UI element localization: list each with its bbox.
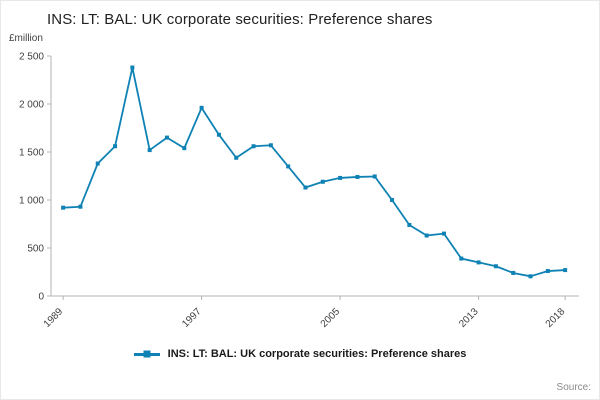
point-marker: [528, 274, 533, 279]
y-tick-label: 0: [38, 292, 44, 303]
y-tick-label: 1 500: [19, 148, 44, 159]
legend-marker-line: [133, 350, 160, 358]
y-tick-label: 1 000: [19, 196, 44, 207]
point-marker: [182, 146, 187, 151]
x-tick-label: 2018: [544, 306, 568, 330]
x-tick-label: 2013: [457, 306, 481, 330]
legend-marker-point: [143, 350, 151, 358]
point-marker: [234, 155, 239, 160]
point-marker: [320, 179, 325, 184]
point-marker: [563, 268, 568, 273]
legend-label: INS: LT: BAL: UK corporate securities: P…: [167, 348, 467, 360]
point-marker: [78, 204, 83, 209]
point-marker: [545, 269, 550, 274]
point-marker: [268, 143, 273, 148]
x-tick-label: 1989: [42, 306, 66, 330]
point-marker: [511, 270, 516, 275]
point-marker: [164, 135, 169, 140]
point-marker: [476, 260, 481, 265]
x-tick-label: 1997: [180, 306, 204, 330]
point-marker: [407, 222, 412, 227]
point-marker: [459, 256, 464, 261]
point-marker: [216, 132, 221, 137]
y-tick-label: 2 500: [19, 52, 44, 63]
point-marker: [113, 144, 118, 149]
point-marker: [338, 175, 343, 180]
y-tick-label: 2 000: [19, 100, 44, 111]
legend: INS: LT: BAL: UK corporate securities: P…: [1, 344, 599, 364]
point-marker: [147, 148, 152, 153]
point-marker: [390, 198, 395, 202]
point-marker: [95, 161, 100, 166]
point-marker: [130, 65, 135, 70]
line-chart: 0 500 1 000 1 500 2 000 2 500 1989 1997 2005 2013…: [19, 52, 579, 330]
y-axis-unit-label: £million: [9, 33, 43, 44]
point-marker: [61, 205, 66, 210]
point-marker: [303, 185, 308, 190]
page-title: INS: LT: BAL: UK corporate securities: P…: [47, 11, 433, 28]
point-marker: [441, 231, 446, 236]
point-marker: [355, 174, 360, 179]
point-marker: [199, 105, 204, 110]
point-marker: [251, 144, 256, 149]
series-line: [63, 66, 566, 278]
x-tick-label: 2005: [319, 306, 343, 330]
point-marker: [372, 174, 377, 179]
point-marker: [493, 264, 498, 269]
source-label: Source:: [556, 382, 591, 393]
y-tick-label: 500: [27, 244, 44, 255]
point-marker: [286, 164, 291, 169]
point-marker: [424, 233, 429, 238]
